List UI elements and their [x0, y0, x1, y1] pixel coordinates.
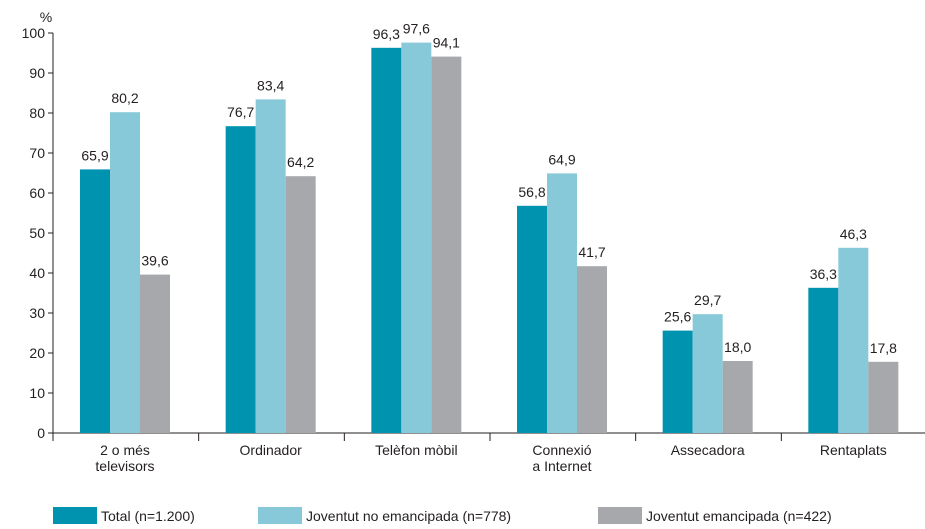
- y-tick-label: 0: [37, 425, 45, 441]
- bar-value-label: 46,3: [840, 226, 867, 242]
- bar-value-label: 65,9: [81, 147, 108, 163]
- y-tick-label: 20: [29, 345, 45, 361]
- bar-value-label: 94,1: [433, 35, 460, 51]
- bar-value-label: 56,8: [518, 184, 545, 200]
- bar-value-label: 64,9: [548, 151, 575, 167]
- x-category-label-line: 2 o més: [100, 442, 150, 458]
- bar-value-label: 17,8: [870, 340, 897, 356]
- bar: [517, 205, 547, 433]
- bar-value-label: 36,3: [810, 266, 837, 282]
- bars: 65,9 80,2 39,6 76,783,4 64,2 96,3 97,694,1 56,8…: [80, 21, 899, 434]
- x-category-label: Assecadora: [671, 442, 745, 458]
- bar: [838, 247, 869, 433]
- bar: [431, 56, 462, 433]
- bar-value-label: 64,2: [287, 154, 314, 170]
- bar: [808, 287, 839, 433]
- bar: [722, 361, 753, 433]
- y-tick-label: 40: [29, 265, 45, 281]
- bar-value-label: 83,4: [257, 77, 284, 93]
- x-category-label: Connexió a Internet: [532, 442, 591, 474]
- y-tick-label: 60: [29, 185, 45, 201]
- bar: [692, 314, 723, 433]
- legend-label: Joventut no emancipada (n=778): [306, 508, 511, 524]
- x-category-label-line: Telèfon mòbil: [375, 442, 458, 458]
- bar: [401, 42, 432, 433]
- bar-value-label: 39,6: [141, 253, 168, 269]
- bar: [140, 274, 170, 433]
- legend-swatch: [598, 507, 642, 524]
- x-category-label-line: Rentaplats: [820, 442, 887, 458]
- bar-value-label: 76,7: [227, 104, 254, 120]
- bar: [868, 361, 899, 433]
- y-axis-unit-label: %: [40, 9, 52, 25]
- bar: [225, 126, 256, 433]
- x-category-label-line: a Internet: [532, 458, 591, 474]
- bar: [662, 330, 693, 433]
- x-category-label-line: televisors: [95, 458, 154, 474]
- legend-swatch: [258, 507, 302, 524]
- y-tick-label: 30: [29, 305, 45, 321]
- bar: [255, 99, 286, 434]
- x-category-label-line: Ordinador: [240, 442, 303, 458]
- bar: [110, 112, 140, 433]
- bar-value-label: 41,7: [578, 244, 605, 260]
- axes: 0 10 20 30 40 50 60 70 80 90 100 2 o més televisors O…: [22, 25, 925, 474]
- x-category-label: 2 o més televisors: [95, 442, 154, 474]
- bar: [577, 266, 607, 433]
- bar-value-label: 97,6: [403, 21, 430, 37]
- legend-label: Total (n=1.200): [101, 508, 195, 524]
- x-category-label: Telèfon mòbil: [375, 442, 458, 458]
- y-tick-label: 10: [29, 385, 45, 401]
- bar: [371, 47, 402, 434]
- y-tick-label: 70: [29, 145, 45, 161]
- y-tick-label: 90: [29, 65, 45, 81]
- bar-value-label: 18,0: [724, 339, 751, 355]
- legend-label: Joventut emancipada (n=422): [646, 508, 832, 524]
- bar: [80, 169, 110, 433]
- legend: Total (n=1.200) Joventut no emancipada (n…: [53, 507, 832, 524]
- bar-value-label: 96,3: [373, 26, 400, 42]
- bar-value-label: 29,7: [694, 292, 721, 308]
- bar-value-label: 25,6: [664, 309, 691, 325]
- y-tick-label: 50: [29, 225, 45, 241]
- y-tick-label: 100: [22, 25, 46, 41]
- x-category-label-line: Assecadora: [671, 442, 745, 458]
- x-category-label: Rentaplats: [820, 442, 887, 458]
- legend-swatch: [53, 507, 97, 524]
- x-category-label: Ordinador: [240, 442, 303, 458]
- bar: [285, 176, 316, 433]
- y-tick-label: 80: [29, 105, 45, 121]
- bar: [547, 173, 577, 433]
- x-category-label-line: Connexió: [532, 442, 591, 458]
- bar-value-label: 80,2: [111, 90, 138, 106]
